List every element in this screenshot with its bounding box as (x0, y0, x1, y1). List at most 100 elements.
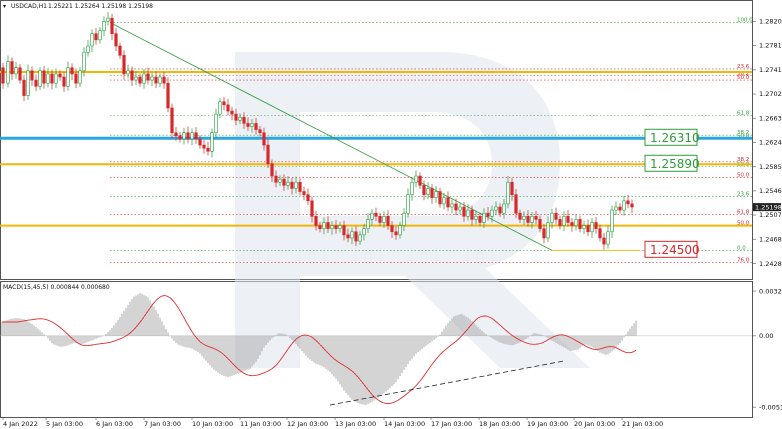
candle-body (454, 203, 458, 211)
candle-body (566, 215, 570, 223)
candle-body (106, 17, 110, 22)
candle-body (238, 116, 242, 121)
candle-body (302, 191, 306, 195)
candle-body (270, 163, 274, 177)
macd-histogram (1, 293, 637, 406)
chart-header-ohlc: 1.25221 1.25264 1.25198 1.25198 (48, 3, 153, 10)
candle-body (358, 234, 362, 242)
candle-body (250, 123, 254, 127)
macd-signal-line (2, 295, 637, 404)
candle-body (326, 222, 330, 229)
candle-body (630, 203, 634, 208)
candle-body (86, 45, 90, 53)
macd-tick-label: 0.003235 (759, 287, 782, 295)
candle-body (26, 70, 30, 96)
candle-body (470, 209, 474, 220)
price-axis: 1.28200 1.27810 1.27415 1.27025 1.26635 1.262… (752, 17, 782, 268)
candle-body (274, 175, 278, 183)
price-tick-label: 1.25070 (759, 211, 782, 219)
candle-body (570, 222, 574, 226)
candle-body (518, 212, 522, 220)
time-tick-label: 12 Jan 03:00 (287, 420, 328, 428)
time-tick-label: 7 Jan 03:00 (144, 420, 181, 428)
candle-body (130, 70, 134, 81)
candle-body (610, 209, 614, 233)
candle-body (578, 219, 582, 229)
candle-body (10, 61, 14, 75)
candle-body (22, 79, 26, 96)
fib-label: 23.6 (737, 191, 750, 197)
time-axis: 4 Jan 2022 5 Jan 03:00 6 Jan 03:00 7 Jan 03… (2, 417, 663, 428)
watermark-logo (235, 52, 590, 368)
candle-body (306, 194, 310, 202)
candle-body (218, 101, 222, 115)
candle-body (526, 215, 530, 223)
candle-body (342, 225, 346, 236)
candle-body (30, 70, 34, 81)
candle-body (458, 206, 462, 211)
candle-body (602, 237, 606, 245)
candle-body (514, 194, 518, 214)
candle-body (162, 76, 166, 84)
candle-body (362, 228, 366, 236)
candle-body (298, 181, 302, 192)
price-tick-label: 1.27025 (759, 90, 782, 98)
time-tick-label: 17 Jan 03:00 (431, 420, 472, 428)
candle-body (394, 231, 398, 236)
candle-body (150, 76, 154, 81)
candle-body (230, 110, 234, 115)
candle-body (490, 209, 494, 217)
candle-body (486, 212, 490, 217)
candle-body (114, 33, 118, 47)
level-label-box (644, 240, 698, 258)
candle-body (350, 231, 354, 239)
candle-body (582, 225, 586, 229)
candle-body (466, 209, 470, 217)
candle-body (594, 222, 598, 229)
candle-body (562, 215, 566, 226)
candle-body (506, 181, 510, 205)
level-label-box (644, 128, 698, 146)
candle-body (398, 225, 402, 236)
candle-body (1, 67, 5, 84)
candle-body (374, 212, 378, 217)
time-tick-label: 4 Jan 2022 (3, 420, 38, 428)
fib-label: 38.2 (737, 157, 749, 163)
candle-body (606, 231, 610, 245)
candle-body (334, 225, 338, 229)
candle-body (414, 175, 418, 183)
candle-body (450, 203, 454, 208)
candle-body (190, 132, 194, 140)
candle-body (206, 147, 210, 152)
candle-body (366, 219, 370, 229)
candle-body (194, 132, 198, 140)
candle-body (318, 225, 322, 229)
macd-axis: 0.003235 0.00 -0.005149 (752, 287, 782, 411)
candle-body (590, 222, 594, 233)
candle-body (214, 113, 218, 134)
candle-body (50, 73, 54, 84)
candle-body (202, 144, 206, 149)
candle-body (234, 113, 238, 121)
level-label-text: 1.26310 (650, 131, 700, 145)
macd-tick-label: -0.005149 (759, 403, 782, 411)
price-tick-label: 1.26635 (759, 114, 782, 122)
current-price-text: 1.25198 (755, 203, 782, 211)
candle-body (222, 101, 226, 106)
time-tick-label: 18 Jan 03:00 (479, 420, 520, 428)
candle-body (286, 181, 290, 186)
level-label-text: 1.25890 (650, 157, 700, 171)
fib-label: 50.0 (737, 133, 750, 139)
candle-body (434, 191, 438, 199)
level-label-text: 1.24500 (650, 243, 700, 257)
candle-body (498, 206, 502, 214)
candle-body (254, 123, 258, 130)
candle-body (262, 132, 266, 146)
candle-body (410, 181, 414, 195)
candle-body (6, 61, 10, 84)
candle-body (294, 181, 298, 189)
candle-body (74, 73, 78, 84)
level-labels: 1.26310 1.25890 1.24500 (644, 128, 700, 258)
fib-label: 100.0 (737, 18, 753, 24)
time-tick-label: 5 Jan 03:00 (46, 420, 83, 428)
